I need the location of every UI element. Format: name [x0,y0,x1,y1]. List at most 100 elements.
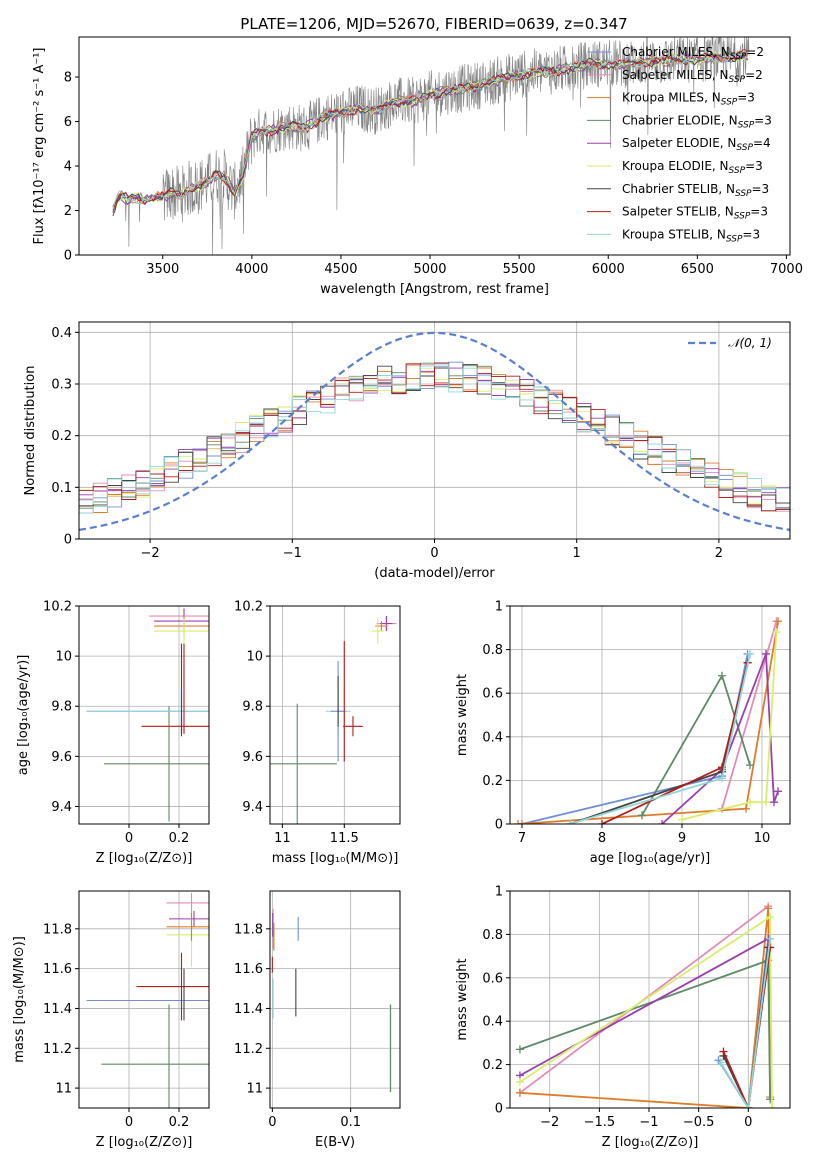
mass-weight-line [519,959,771,1100]
x-tick-label: 0.1 [340,1115,361,1130]
y-tick-label: 9.4 [51,800,72,815]
figure-title: PLATE=1206, MJD=52670, FIBERID=0639, z=0… [240,15,627,33]
y-tick-label: 1 [495,885,503,900]
legend-subscript: SSP [726,234,743,244]
x-tick-label: −1 [283,546,302,561]
y-tick-label: 11.8 [43,922,72,937]
mass-weight-marker [598,820,606,824]
legend-count: =4 [753,136,771,150]
axes-frame [269,605,401,825]
x-axis-label: (data-model)/error [374,566,495,581]
y-tick-label: 4 [64,160,72,175]
errorbar-point [270,703,337,824]
mass-weight-marker [678,815,686,824]
gaussian-reference-curve [79,331,790,531]
plot-area [271,908,392,1093]
x-tick-label: 7000 [770,262,803,277]
legend-name: Kroupa STELIB [622,227,709,241]
plot-area [86,892,209,1108]
model-spectrum-line [112,50,749,208]
x-tick-label: 2 [715,546,723,561]
x-tick-label: 0 [430,546,438,561]
mass-weight-marker [746,761,754,770]
x-axis-label: age [log₁₀(age/yr)] [590,851,711,866]
plot-area [514,617,782,824]
mass-weight-marker [766,913,775,922]
legend-n-label: , N [717,205,734,219]
y-tick-label: 9.6 [242,750,263,765]
y-tick-label: 0 [64,249,72,264]
x-tick-label: 11.5 [330,831,359,846]
legend-n-label: , N [721,113,738,127]
y-tick-label: 9.8 [51,700,72,715]
errorbar-point [375,621,388,632]
errorbar-point [166,912,209,941]
y-tick-label: 0.3 [51,378,72,393]
legend-name: Chabrier MILES [622,45,713,59]
legend-subscript: SSP [735,189,752,199]
x-tick-label: −1 [639,1115,658,1130]
mass-weight-vs-metallicity-panel: −2 −1.5 −1 −0.5 0 0 0.2 0.4 0.6 0.8 1 Z [log₁₀(Z/Z⊙… [455,885,791,1150]
x-tick-label: 10 [754,831,771,846]
y-tick-label: 0.8 [482,643,503,658]
legend-name: Salpeter STELIB [622,205,717,219]
x-tick-label: 9 [678,831,686,846]
errorbar-point [371,618,384,644]
y-tick-label: 9.8 [242,700,263,715]
x-tick-label: −0.5 [683,1115,715,1130]
y-tick-label: 0.4 [482,1015,503,1030]
y-tick-label: 0.4 [51,326,72,341]
x-tick-label: 5000 [413,262,446,277]
mass-weight-marker [518,820,526,824]
x-tick-label: 0 [744,1115,752,1130]
plot-area [79,331,790,531]
y-axis-label: mass weight [455,674,470,756]
legend-entry: Chabrier MILES, NSSP=2 [622,45,764,62]
plot-area [515,902,777,1108]
mass-weight-line [569,662,749,824]
y-tick-label: 0.2 [51,429,72,444]
y-tick-label: 0.6 [482,687,503,702]
y-tick-label: 0.2 [482,774,503,789]
mass-weight-marker [764,904,773,913]
mass-weight-marker [768,1104,777,1108]
y-tick-label: 0.4 [482,730,503,745]
model-spectrum-line [112,50,749,217]
x-tick-label: 7 [518,831,526,846]
legend-subscript: SSP [729,75,746,85]
legend-n-label: , N [712,68,729,82]
legend-name: Kroupa ELODIE [622,159,712,173]
x-tick-label: 0 [268,1115,276,1130]
y-tick-label: 0.8 [482,928,503,943]
spectrum-panel: 3500 4000 4500 5000 5500 6000 6500 7000 0 2 4 6 8 wav… [32,36,803,297]
mass-weight-marker [762,649,770,658]
mass-weight-marker [718,671,726,680]
mass-weight-marker [770,798,778,807]
x-axis-label: mass [log₁₀(M/M⊙)] [272,851,399,866]
x-tick-label: 3500 [146,262,179,277]
axes-frame [509,890,791,1109]
legend-entry: Chabrier STELIB, NSSP=3 [622,182,769,199]
residual-histogram-step [79,362,790,512]
legend-subscript: SSP [734,212,751,222]
y-tick-label: 0 [495,1102,503,1117]
x-tick-label: 8 [598,831,606,846]
legend-subscript: SSP [730,52,747,62]
x-axis-label: wavelength [Angstrom, rest frame] [320,282,549,297]
mass-weight-marker [746,649,754,658]
y-tick-label: 11 [55,1082,72,1097]
legend-count: =3 [737,91,755,105]
y-axis-label: Normed distribution [23,366,38,496]
legend-n-label: , N [704,91,721,105]
x-tick-label: −1.5 [584,1115,616,1130]
legend-entry: Kroupa MILES, NSSP=3 [622,91,755,108]
y-tick-label: 2 [64,204,72,219]
y-tick-label: 11.2 [234,1042,263,1057]
x-tick-label: −2 [141,546,160,561]
x-tick-label: 0 [125,831,133,846]
y-tick-label: 10.2 [43,600,72,615]
mass-weight-marker [718,774,726,783]
mass-weight-marker [744,1104,753,1108]
legend-entry: Kroupa STELIB, NSSP=3 [622,227,760,244]
